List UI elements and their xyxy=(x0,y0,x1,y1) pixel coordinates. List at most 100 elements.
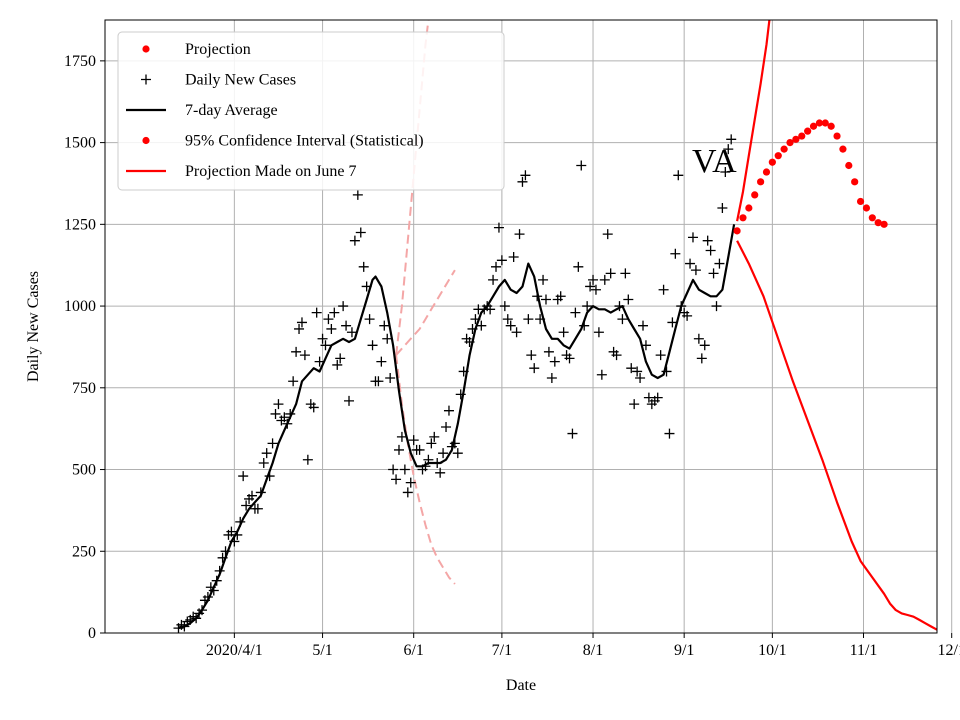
daily-case-marker xyxy=(626,363,637,374)
daily-case-marker xyxy=(640,340,651,351)
daily-case-marker xyxy=(599,274,610,285)
daily-case-marker xyxy=(396,431,407,442)
7-day-average-line xyxy=(178,224,736,630)
y-tick-label: 1500 xyxy=(64,135,96,152)
projection-point xyxy=(839,145,847,153)
projection-point xyxy=(851,178,859,186)
daily-case-marker xyxy=(226,526,237,537)
daily-case-marker xyxy=(573,261,584,272)
daily-case-marker xyxy=(590,284,601,295)
projection-point xyxy=(874,219,882,227)
daily-case-marker xyxy=(511,327,522,338)
daily-case-marker xyxy=(485,304,496,315)
daily-case-marker xyxy=(523,314,534,325)
daily-case-marker xyxy=(696,353,707,364)
daily-case-marker xyxy=(423,454,434,465)
projection-point xyxy=(845,161,853,170)
daily-case-marker xyxy=(555,291,566,302)
daily-case-marker xyxy=(211,575,222,586)
daily-case-marker xyxy=(352,189,363,200)
daily-case-marker xyxy=(208,585,219,596)
x-tick-label: 2020/4/1 xyxy=(206,642,263,659)
daily-case-marker xyxy=(364,314,375,325)
daily-case-marker xyxy=(197,605,208,616)
daily-case-marker xyxy=(288,376,299,387)
daily-case-marker xyxy=(458,366,469,377)
x-tick-label: 9/1 xyxy=(674,642,694,659)
daily-case-marker xyxy=(214,565,225,576)
daily-case-marker xyxy=(255,487,266,498)
daily-case-marker xyxy=(596,369,607,380)
projection-point xyxy=(739,214,747,222)
daily-case-marker xyxy=(593,327,604,338)
projection-point xyxy=(780,145,788,153)
daily-case-marker xyxy=(676,301,687,312)
daily-case-marker xyxy=(332,359,343,370)
y-tick-label: 1000 xyxy=(64,298,96,315)
daily-case-marker xyxy=(441,422,452,433)
daily-case-marker xyxy=(546,372,557,383)
daily-case-marker xyxy=(361,281,372,292)
daily-case-marker xyxy=(355,227,366,238)
x-tick-label: 12/1 xyxy=(937,642,960,659)
daily-case-marker xyxy=(285,408,296,419)
daily-case-marker xyxy=(496,255,507,266)
daily-case-marker xyxy=(605,268,616,279)
daily-case-marker xyxy=(317,333,328,344)
legend: Projection Daily New Cases 7-day Average 95… xyxy=(117,31,505,191)
daily-case-marker xyxy=(308,402,319,413)
daily-case-marker xyxy=(349,235,360,246)
daily-case-marker xyxy=(385,372,396,383)
daily-case-marker xyxy=(643,392,654,403)
daily-case-marker xyxy=(585,281,596,292)
daily-case-marker xyxy=(570,307,581,318)
x-tick-label: 10/1 xyxy=(758,642,786,659)
projection-point xyxy=(868,214,876,222)
daily-case-marker xyxy=(270,408,281,419)
x-axis-ticks: 2020/4/15/16/17/18/19/110/111/112/12021/… xyxy=(206,633,960,659)
projection-point xyxy=(804,127,812,135)
projection-point xyxy=(751,191,759,199)
daily-case-marker xyxy=(426,438,437,449)
daily-case-marker xyxy=(391,474,402,485)
daily-case-marker xyxy=(723,144,734,155)
daily-case-marker xyxy=(690,265,701,276)
projection-point xyxy=(786,139,794,147)
daily-case-marker xyxy=(635,372,646,383)
daily-case-marker xyxy=(323,314,334,325)
daily-case-marker xyxy=(502,314,513,325)
daily-case-marker xyxy=(443,405,454,416)
daily-case-marker xyxy=(540,294,551,305)
daily-case-marker xyxy=(432,457,443,468)
y-tick-label: 0 xyxy=(88,625,96,642)
projection-point xyxy=(827,122,835,130)
y-tick-label: 500 xyxy=(72,462,96,479)
projection-point xyxy=(821,119,829,127)
daily-case-marker xyxy=(638,320,649,331)
daily-case-marker xyxy=(367,340,378,351)
daily-case-marker xyxy=(282,418,293,429)
y-tick-label: 1750 xyxy=(64,53,96,70)
daily-case-marker xyxy=(579,320,590,331)
daily-case-marker xyxy=(414,444,425,455)
daily-case-marker xyxy=(393,444,404,455)
y-tick-label: 750 xyxy=(72,380,96,397)
daily-case-marker xyxy=(405,477,416,488)
daily-case-marker xyxy=(632,366,643,377)
daily-case-marker xyxy=(629,399,640,410)
daily-case-marker xyxy=(623,294,634,305)
daily-case-marker xyxy=(526,350,537,361)
daily-case-marker xyxy=(614,301,625,312)
projection-point xyxy=(833,132,841,140)
y-tick-label: 250 xyxy=(72,543,96,560)
daily-case-marker xyxy=(382,333,393,344)
projection-point xyxy=(762,168,771,176)
y-tick-label: 1250 xyxy=(64,216,96,233)
legend-item: Projection Made on June 7 xyxy=(126,163,357,180)
x-tick-label: 7/1 xyxy=(492,642,512,659)
daily-case-marker xyxy=(344,395,355,406)
x-tick-label: 5/1 xyxy=(312,642,332,659)
daily-case-marker xyxy=(402,487,413,498)
daily-case-marker xyxy=(273,399,284,410)
daily-case-marker xyxy=(217,552,228,563)
